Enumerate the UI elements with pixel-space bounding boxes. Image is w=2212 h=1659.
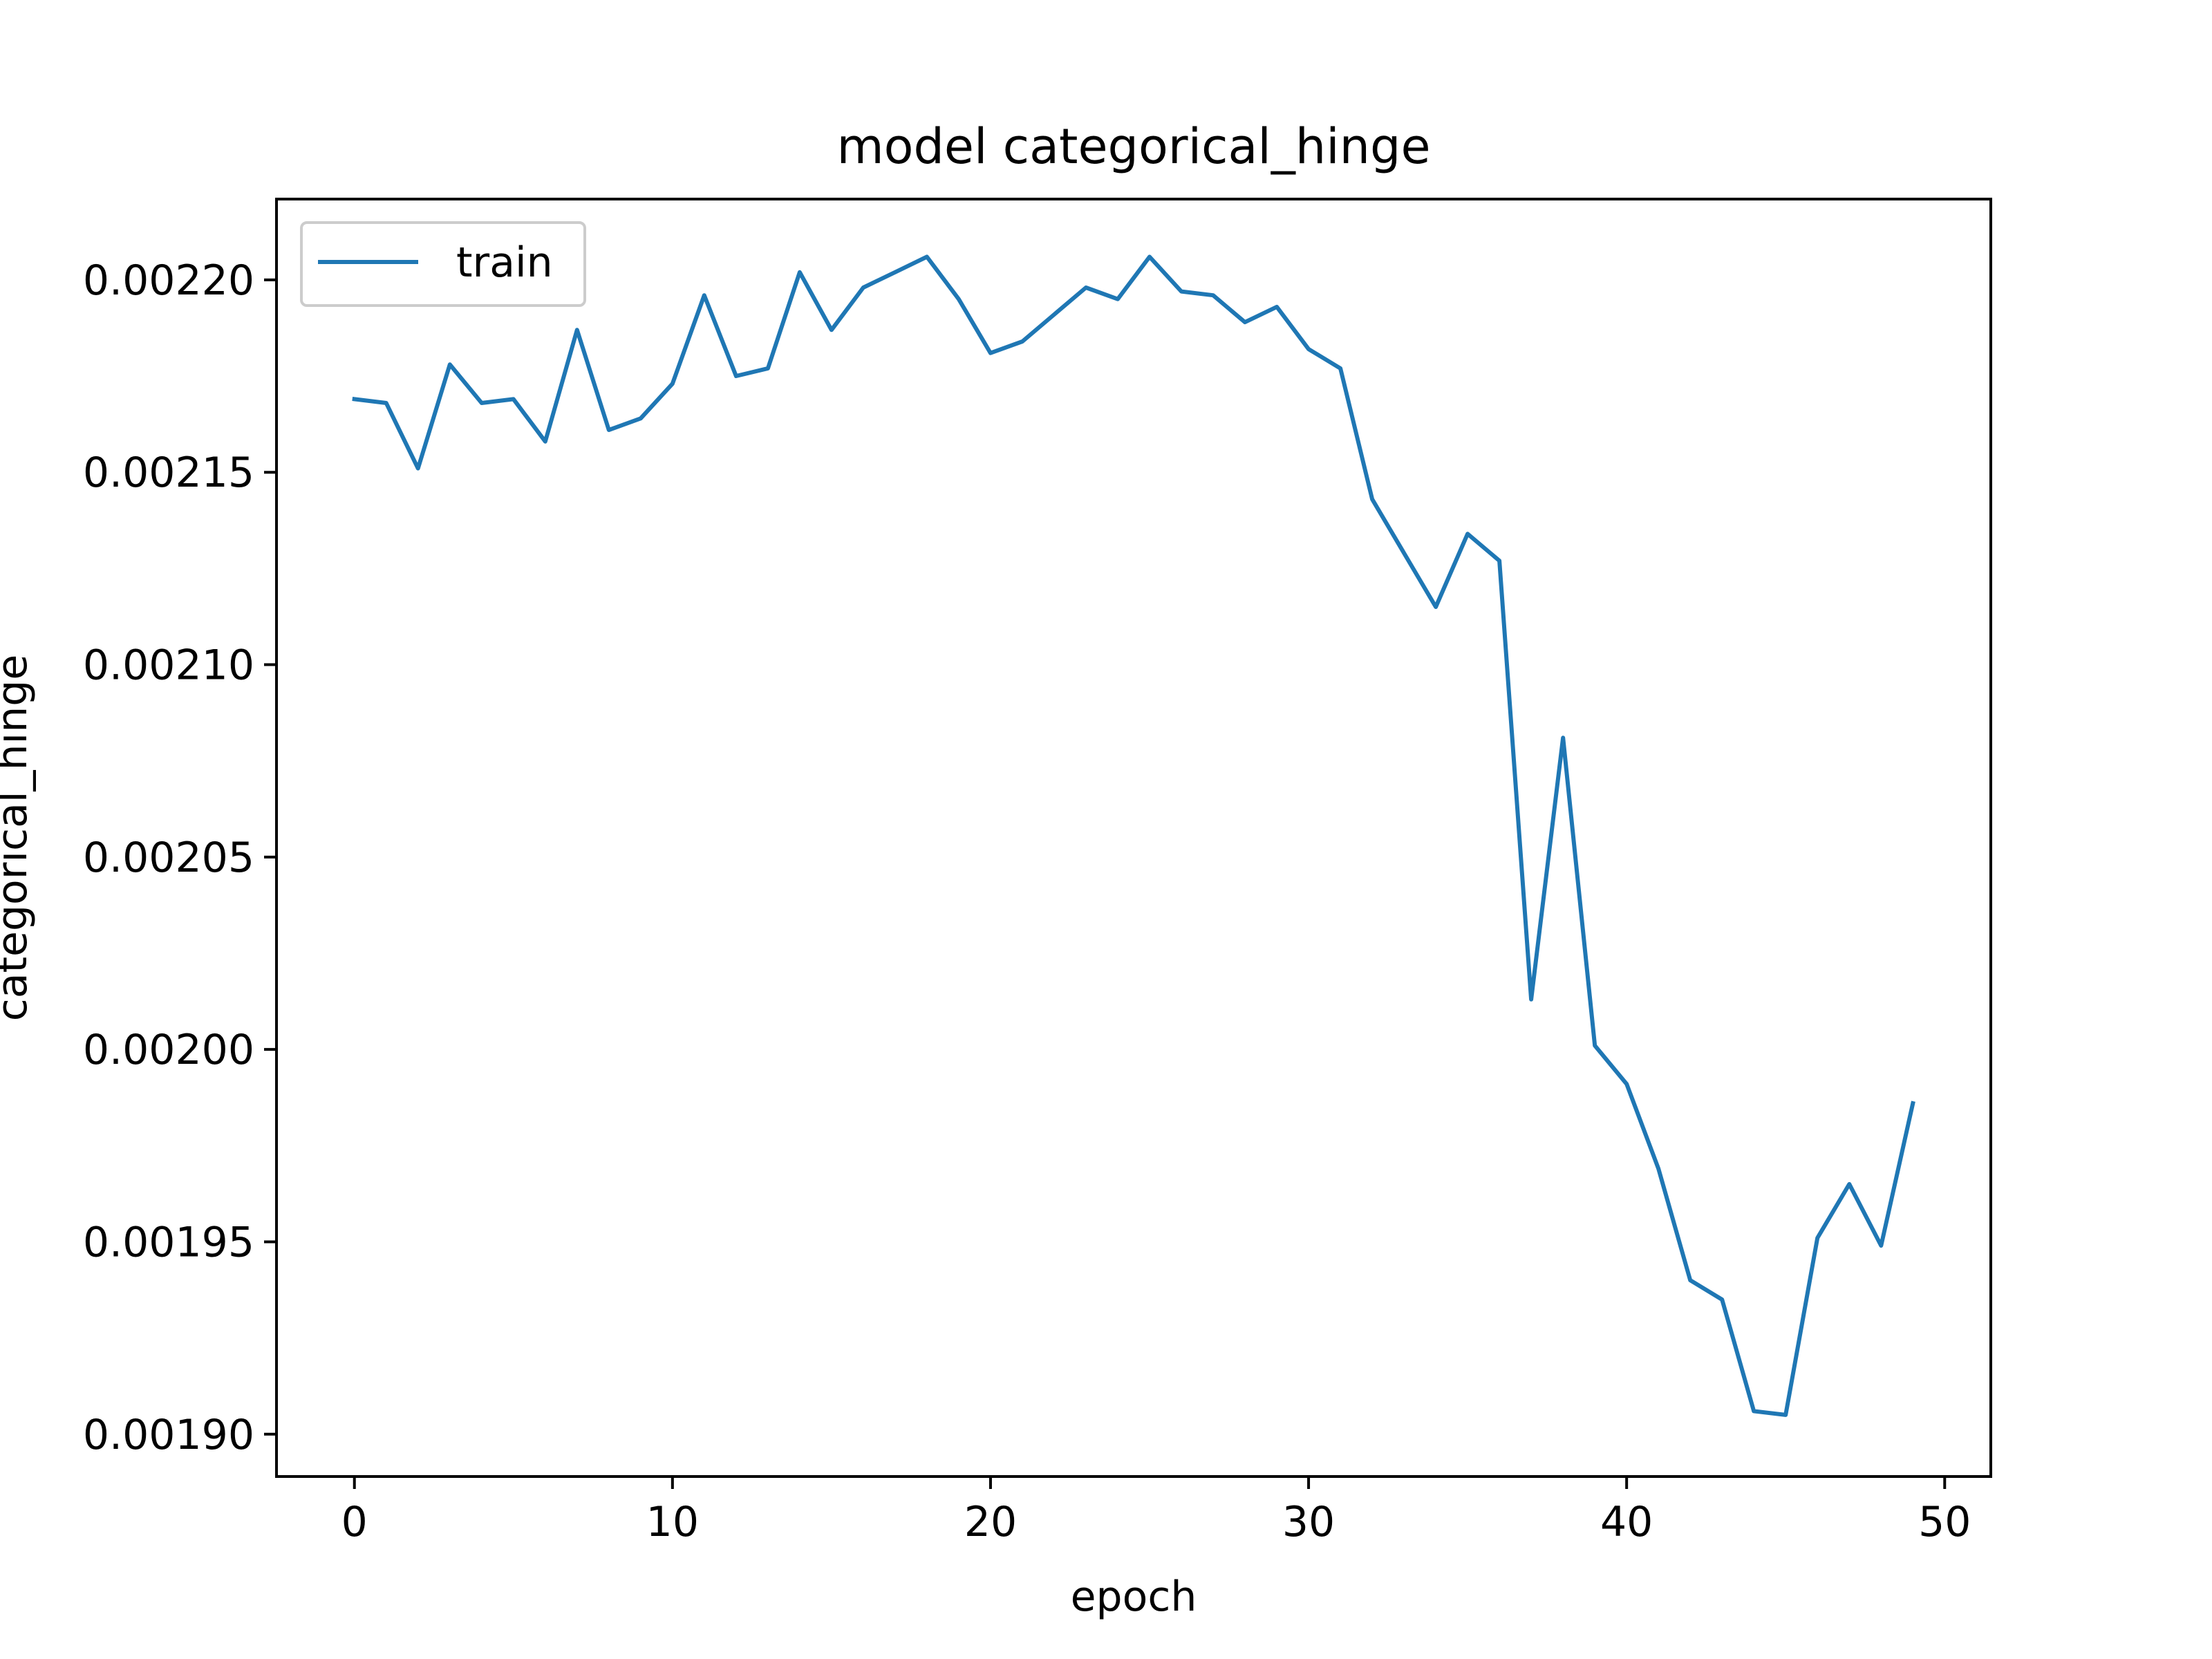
data-point bbox=[1402, 551, 1406, 555]
y-tick-label: 0.00200 bbox=[83, 1026, 254, 1074]
data-point bbox=[861, 285, 865, 290]
data-point bbox=[1147, 254, 1152, 259]
data-point bbox=[1116, 297, 1120, 301]
data-point bbox=[1275, 305, 1279, 309]
legend: train bbox=[300, 221, 586, 307]
data-point bbox=[1879, 1244, 1883, 1248]
data-point bbox=[702, 293, 706, 297]
data-point bbox=[1911, 1101, 1915, 1105]
data-point bbox=[1338, 366, 1342, 371]
x-tick-label: 10 bbox=[646, 1498, 699, 1546]
data-point bbox=[1465, 532, 1470, 536]
x-axis-label: epoch bbox=[1071, 1573, 1197, 1621]
data-point bbox=[1243, 320, 1247, 324]
data-point bbox=[416, 467, 420, 471]
chart-title: model categorical_hinge bbox=[836, 118, 1430, 175]
y-axis-label: categorical_hinge bbox=[0, 655, 37, 1021]
data-point bbox=[1561, 735, 1565, 740]
data-point bbox=[512, 397, 516, 401]
y-tick-label: 0.00195 bbox=[83, 1218, 254, 1266]
data-point bbox=[1084, 285, 1088, 290]
y-axis: 0.00190 0.00195 0.00200 0.00205 0.00210 0.002… bbox=[83, 256, 276, 1459]
data-point bbox=[766, 366, 770, 371]
x-tick-label: 40 bbox=[1600, 1498, 1653, 1546]
y-tick-label: 0.00205 bbox=[83, 834, 254, 882]
y-tick-label: 0.00210 bbox=[83, 641, 254, 690]
data-point bbox=[1306, 347, 1311, 351]
legend-box bbox=[300, 221, 586, 307]
data-point bbox=[957, 297, 961, 301]
data-point bbox=[1020, 339, 1024, 344]
data-point bbox=[353, 397, 357, 401]
plot-area bbox=[276, 199, 1991, 1477]
x-tick-label: 50 bbox=[1918, 1498, 1971, 1546]
data-point bbox=[1370, 497, 1374, 501]
x-tick-label: 20 bbox=[964, 1498, 1017, 1546]
data-point bbox=[1688, 1278, 1692, 1282]
data-point bbox=[1847, 1182, 1851, 1186]
plot-frame bbox=[275, 198, 1992, 1478]
y-tick-label: 0.00215 bbox=[83, 449, 254, 497]
data-point bbox=[607, 428, 611, 432]
data-point bbox=[988, 351, 993, 355]
data-point bbox=[1497, 559, 1501, 563]
data-point bbox=[798, 270, 802, 274]
data-point bbox=[1656, 1167, 1660, 1171]
data-point bbox=[543, 440, 547, 444]
y-tick-label: 0.00190 bbox=[83, 1411, 254, 1459]
data-point bbox=[448, 362, 452, 366]
data-point bbox=[830, 328, 834, 332]
data-point bbox=[893, 270, 897, 274]
data-point bbox=[1052, 312, 1056, 317]
data-point bbox=[1179, 290, 1183, 294]
data-point bbox=[1434, 605, 1438, 609]
data-point bbox=[1593, 1044, 1597, 1048]
data-point bbox=[734, 374, 738, 378]
data-point bbox=[639, 416, 643, 420]
legend-label-train: train bbox=[456, 238, 553, 287]
series-line-train bbox=[352, 254, 1915, 1417]
data-point bbox=[575, 328, 579, 332]
data-point bbox=[1211, 293, 1215, 297]
data-point bbox=[1720, 1297, 1724, 1302]
data-point bbox=[1815, 1236, 1819, 1240]
x-tick-label: 30 bbox=[1282, 1498, 1335, 1546]
data-point bbox=[1783, 1413, 1788, 1417]
x-tick-label: 0 bbox=[341, 1498, 368, 1546]
data-point bbox=[925, 254, 929, 259]
data-point bbox=[1529, 997, 1533, 1002]
x-axis: 0 10 20 30 40 50 bbox=[341, 1477, 1971, 1546]
data-point bbox=[1624, 1082, 1629, 1086]
y-tick-label: 0.00220 bbox=[83, 256, 254, 305]
series-layer bbox=[352, 254, 1915, 1417]
data-point bbox=[480, 401, 484, 405]
data-point bbox=[384, 401, 388, 405]
data-point bbox=[1752, 1409, 1756, 1413]
data-point bbox=[671, 382, 675, 386]
